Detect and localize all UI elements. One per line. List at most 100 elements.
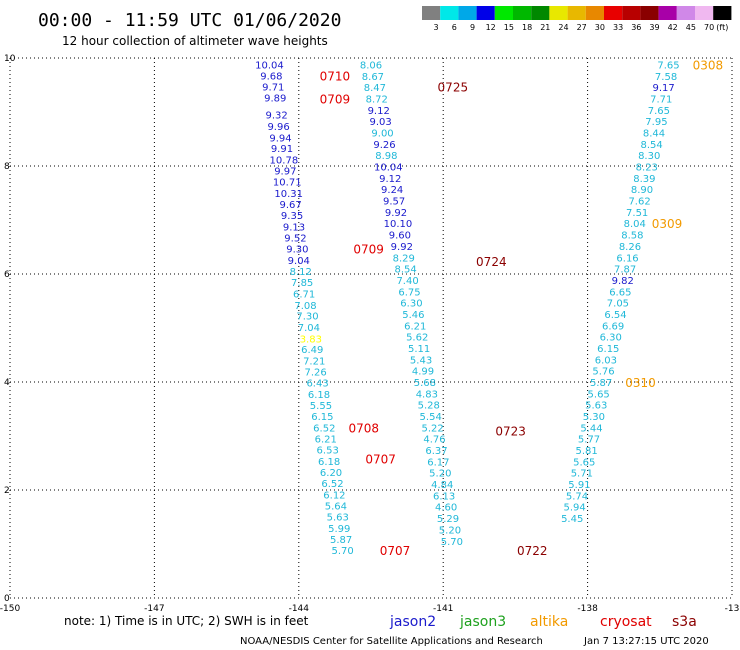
wave-height-point: 9.92: [391, 242, 413, 253]
wave-height-point: 10.04: [374, 163, 403, 174]
wave-height-point: 8.98: [375, 151, 397, 162]
wave-height-point: 7.21: [303, 356, 325, 367]
wave-height-point: 7.62: [628, 197, 650, 208]
wave-height-point: 5.43: [410, 355, 432, 366]
chart-title: 00:00 - 11:59 UTC 01/06/2020: [38, 10, 341, 31]
wave-height-point: 6.52: [321, 479, 343, 490]
wave-height-point: 7.04: [298, 323, 320, 334]
wave-height-point: 6.18: [308, 390, 330, 401]
wave-height-point: 5.44: [580, 423, 602, 434]
wave-height-point: 5.63: [327, 512, 349, 523]
scale-swatch: [549, 6, 568, 20]
wave-height-point: 5.87: [590, 378, 612, 389]
wave-height-point: 7.58: [655, 72, 677, 83]
scale-swatch: [567, 6, 586, 20]
wave-height-point: 7.71: [650, 95, 672, 106]
wave-height-point: 8.23: [636, 163, 658, 174]
wave-height-point: 3.83: [300, 334, 322, 345]
wave-height-point: 10.10: [384, 219, 413, 230]
wave-height-point: 4.99: [412, 367, 434, 378]
scale-swatch: [585, 6, 604, 20]
scale-swatch: [622, 6, 641, 20]
x-tick-label: -144: [289, 604, 310, 614]
y-tick-label: 2: [4, 486, 10, 496]
wave-height-point: 6.52: [313, 423, 335, 434]
wave-height-point: 10.04: [255, 60, 284, 71]
wave-height-point: 8.39: [633, 174, 655, 185]
scale-swatch: [531, 6, 550, 20]
wave-height-point: 6.71: [293, 289, 315, 300]
scale-label: 27: [577, 23, 587, 32]
wave-height-point: 8.54: [395, 265, 417, 276]
wave-height-point: 9.12: [379, 174, 401, 185]
scale-swatch: [604, 6, 623, 20]
y-tick-label: 6: [4, 270, 10, 280]
wave-height-point: 8.30: [638, 151, 660, 162]
time-label: 0710: [320, 69, 351, 83]
color-scale: 3 6 9 12 15 18 21 24 27 30 33 36 39 42 45 70 (ft): [422, 6, 732, 32]
scale-label: 39: [649, 23, 659, 32]
wave-height-point: 9.12: [368, 106, 390, 117]
wave-height-point: 6.15: [597, 344, 619, 355]
time-label: 0709: [353, 243, 384, 257]
wave-height-point: 5.94: [563, 503, 585, 514]
x-tick-label: -141: [433, 604, 453, 614]
wave-height-point: 4.76: [423, 435, 445, 446]
wave-height-point: 7.40: [396, 276, 418, 287]
wave-height-point: 9.32: [266, 111, 288, 122]
wave-height-point: 5.76: [592, 367, 614, 378]
wave-height-point: 5.81: [576, 446, 598, 457]
wave-height-point: 9.60: [389, 231, 411, 242]
wave-height-point: 5.91: [568, 480, 590, 491]
x-tick-label: -150: [0, 604, 20, 614]
scale-swatch: [676, 6, 695, 20]
scale-label: 36: [631, 23, 641, 32]
x-tick-label: -13: [725, 604, 740, 614]
wave-height-point: 6.18: [318, 457, 340, 468]
wave-height-point: 9.52: [284, 233, 306, 244]
wave-height-point: 7.85: [291, 278, 313, 289]
scale-swatch: [458, 6, 477, 20]
scale-label: 12: [486, 23, 496, 32]
scale-label: 30: [595, 23, 605, 32]
wave-height-point: 5.20: [439, 525, 461, 536]
wave-height-values: 10.049.689.719.899.329.969.949.9110.789.…: [255, 60, 679, 556]
wave-height-point: 6.03: [595, 355, 617, 366]
wave-height-point: 5.70: [331, 546, 353, 557]
wave-height-point: 6.17: [427, 457, 449, 468]
wave-height-point: 8.58: [621, 231, 643, 242]
wave-height-point: 6.54: [604, 310, 626, 321]
x-tick-label: -138: [577, 604, 598, 614]
wave-height-point: 8.12: [290, 267, 312, 278]
wave-height-point: 10.31: [274, 189, 303, 200]
wave-height-point: 5.77: [578, 435, 600, 446]
wave-height-point: 5.68: [414, 378, 436, 389]
time-label: 0310: [625, 376, 656, 390]
wave-height-point: 6.16: [616, 253, 638, 264]
x-tick-label: -147: [144, 604, 164, 614]
scale-label: 21: [540, 23, 550, 32]
scale-swatch: [513, 6, 532, 20]
scale-label: 33: [613, 23, 623, 32]
footer-timestamp: Jan 7 13:27:15 UTC 2020: [583, 636, 709, 647]
wave-height-point: 5.29: [437, 514, 459, 525]
wave-height-point: 8.26: [619, 242, 641, 253]
legend-altika: altika: [530, 614, 568, 630]
y-tick-label: 4: [4, 378, 10, 388]
wave-height-point: 6.53: [317, 446, 339, 457]
wave-height-point: 9.57: [383, 197, 405, 208]
wave-height-point: 6.15: [311, 412, 333, 423]
wave-height-point: 5.45: [561, 514, 583, 525]
wave-height-point: 5.11: [408, 344, 430, 355]
wave-height-point: 9.35: [281, 211, 303, 222]
scale-swatch: [713, 6, 732, 20]
wave-height-point: 5.62: [406, 333, 428, 344]
y-tick-label: 8: [4, 162, 10, 172]
wave-height-point: 5.46: [402, 310, 424, 321]
wave-height-point: 6.65: [609, 287, 631, 298]
scale-swatch: [695, 6, 714, 20]
legend-s3a: s3a: [672, 614, 697, 630]
wave-height-point: 7.87: [614, 265, 636, 276]
wave-height-point: 6.21: [404, 321, 426, 332]
